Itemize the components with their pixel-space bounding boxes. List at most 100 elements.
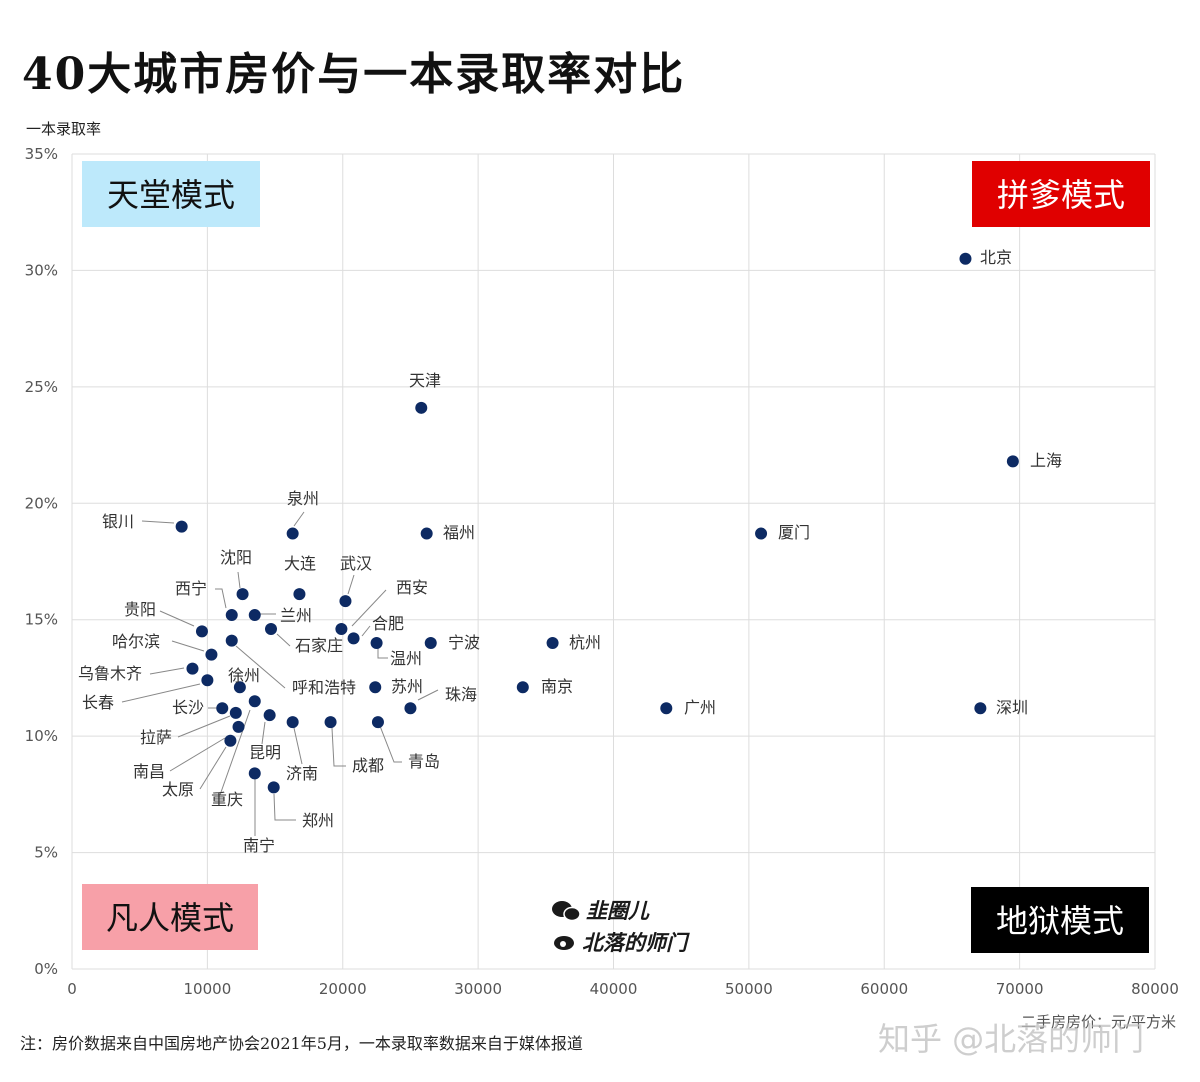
label-哈尔滨: 哈尔滨 <box>112 632 160 651</box>
label-宁波: 宁波 <box>448 633 480 652</box>
y-tick-label: 35% <box>25 145 58 163</box>
point-深圳 <box>974 702 987 715</box>
quadrant-label-bottom-left: 凡人模式 <box>106 899 234 937</box>
point-银川 <box>175 520 188 533</box>
point-济南 <box>286 716 299 729</box>
point-宁波 <box>424 637 437 649</box>
label-长沙: 长沙 <box>172 698 204 717</box>
label-西安: 西安 <box>396 578 428 597</box>
leader-济南 <box>293 727 303 765</box>
leader-合肥 <box>361 625 371 637</box>
leader-呼和浩特 <box>235 645 286 689</box>
leader-哈尔滨 <box>171 640 205 652</box>
point-石家庄 <box>265 623 278 636</box>
point-合肥 <box>347 632 360 645</box>
label-西宁: 西宁 <box>175 579 207 598</box>
x-axis-label: 二手房房价：元/平方米 <box>1021 1013 1176 1031</box>
label-合肥: 合肥 <box>372 614 404 633</box>
leader-青岛 <box>379 725 402 763</box>
point-拉萨 <box>229 706 242 719</box>
point-兰州 <box>248 609 261 622</box>
label-成都: 成都 <box>352 756 384 775</box>
x-tick-label: 30000 <box>454 980 502 998</box>
y-tick-label: 10% <box>25 727 58 745</box>
label-济南: 济南 <box>286 764 318 783</box>
label-石家庄: 石家庄 <box>295 636 343 655</box>
point-武汉 <box>339 595 352 608</box>
leader-泉州 <box>293 511 305 527</box>
point-苏州 <box>369 681 382 694</box>
leader-温州 <box>377 648 388 659</box>
quadrant-box-top-left <box>82 161 260 227</box>
label-拉萨: 拉萨 <box>140 728 172 747</box>
point-泉州 <box>286 527 299 540</box>
leader-lines <box>121 511 439 836</box>
label-福州: 福州 <box>443 523 475 542</box>
leader-西宁 <box>215 588 227 609</box>
label-贵阳: 贵阳 <box>124 600 156 619</box>
x-tick-label: 40000 <box>590 980 638 998</box>
label-乌鲁木齐: 乌鲁木齐 <box>78 664 142 683</box>
label-兰州: 兰州 <box>280 606 312 625</box>
quadrant-label-top-left: 天堂模式 <box>107 176 235 214</box>
point-长春 <box>201 674 214 687</box>
y-tick-label: 15% <box>25 611 58 629</box>
leader-拉萨 <box>177 715 231 738</box>
x-tick-label: 70000 <box>996 980 1044 998</box>
point-温州 <box>370 637 383 649</box>
quadrant-box-bottom-left <box>82 884 258 950</box>
leader-南昌 <box>169 737 226 772</box>
label-呼和浩特: 呼和浩特 <box>292 678 356 697</box>
leader-郑州 <box>273 793 296 821</box>
point-重庆 <box>248 695 261 708</box>
leader-珠海 <box>417 689 439 701</box>
label-南宁: 南宁 <box>243 836 275 855</box>
leader-重庆 <box>219 709 251 796</box>
data-points <box>175 252 1019 794</box>
chart-title: 40大城市房价与一本录取率对比 <box>22 49 686 100</box>
point-郑州 <box>267 781 280 794</box>
point-徐州 <box>233 681 246 694</box>
y-tick-label: 20% <box>25 494 58 512</box>
leader-沈阳 <box>237 571 241 589</box>
label-昆明: 昆明 <box>249 743 281 762</box>
point-长沙 <box>216 702 229 715</box>
leader-昆明 <box>261 721 266 745</box>
point-厦门 <box>755 527 768 540</box>
point-哈尔滨 <box>205 648 218 661</box>
label-南昌: 南昌 <box>133 762 165 781</box>
point-呼和浩特 <box>225 634 238 647</box>
axis-ticks: 0 10000 20000 30000 40000 50000 60000 70000 8000… <box>25 145 1179 998</box>
leader-西安 <box>351 589 387 627</box>
point-贵阳 <box>195 625 208 638</box>
watermark: 知乎 @北落的师门 <box>878 1020 1145 1058</box>
x-tick-label: 0 <box>67 980 77 998</box>
label-天津: 天津 <box>409 371 441 390</box>
weibo-icon <box>554 936 574 950</box>
point-广州 <box>660 702 673 715</box>
label-徐州: 徐州 <box>228 666 260 685</box>
x-tick-label: 80000 <box>1131 980 1179 998</box>
y-tick-label: 30% <box>25 261 58 279</box>
label-郑州: 郑州 <box>302 811 334 830</box>
x-tick-label: 60000 <box>860 980 908 998</box>
label-深圳: 深圳 <box>996 698 1028 717</box>
label-泉州: 泉州 <box>287 489 319 508</box>
point-南京 <box>516 681 529 694</box>
leader-贵阳 <box>159 610 195 627</box>
point-成都 <box>324 716 337 729</box>
leader-太原 <box>199 746 227 790</box>
point-青岛 <box>371 716 384 729</box>
point-太原 <box>224 734 237 747</box>
label-苏州: 苏州 <box>391 677 423 696</box>
point-北京 <box>959 252 972 265</box>
point-福州 <box>420 527 433 540</box>
point-西宁 <box>225 609 238 622</box>
label-长春: 长春 <box>82 693 114 712</box>
label-温州: 温州 <box>390 649 422 668</box>
point-乌鲁木齐 <box>186 662 199 675</box>
leader-成都 <box>331 727 346 767</box>
point-西安 <box>335 623 348 636</box>
quadrant-label-top-right: 拼爹模式 <box>997 176 1125 214</box>
